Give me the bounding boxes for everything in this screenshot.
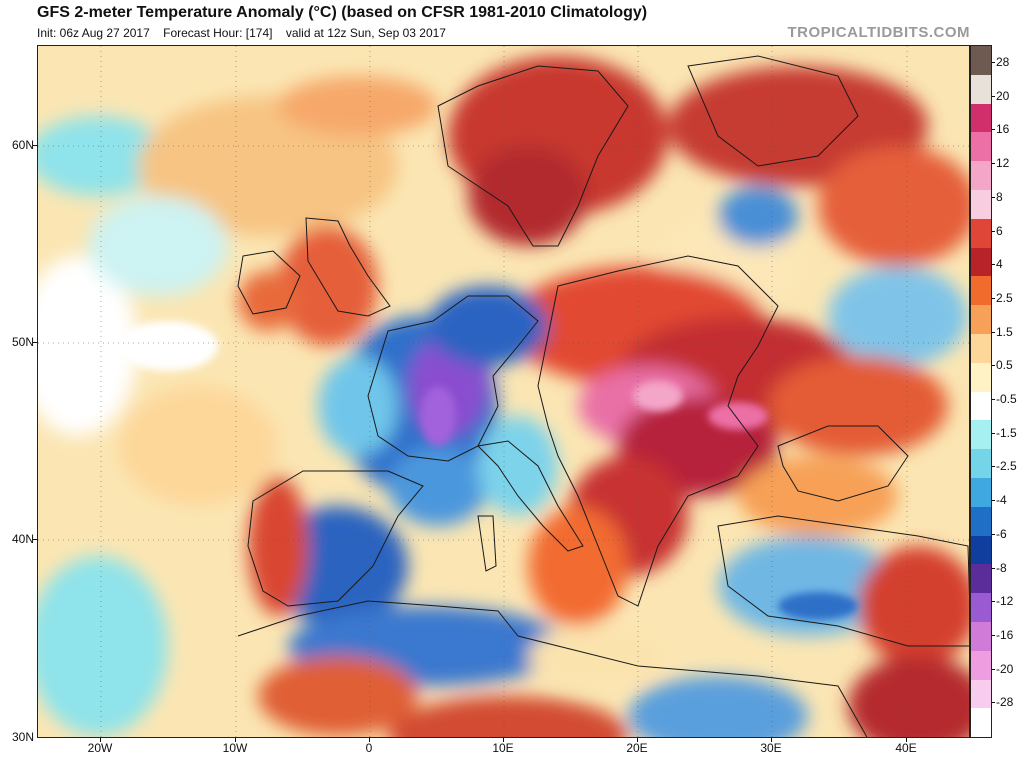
colorbar-tick [992, 399, 995, 400]
colorbar-segment [971, 420, 991, 450]
colorbar-tick [992, 601, 995, 603]
colorbar-tick [992, 196, 995, 198]
colorbar-tick [992, 432, 995, 434]
colorbar-tick [992, 702, 995, 704]
colorbar-segment [971, 247, 991, 277]
lon-tick [637, 738, 638, 742]
colorbar-segment [971, 593, 991, 622]
colorbar-label: -2.5 [996, 459, 1017, 474]
colorbar-segment [971, 362, 991, 392]
colorbar-label: -12 [996, 594, 1014, 609]
graticule [38, 46, 969, 737]
colorbar-label: -0.5 [996, 392, 1017, 406]
colorbar-tick [992, 331, 995, 333]
colorbar-label: 2.5 [996, 290, 1013, 305]
lat-tick [33, 342, 37, 343]
colorbar-segment [971, 161, 991, 190]
colorbar-label: -6 [996, 526, 1007, 541]
lon-tick [369, 738, 370, 742]
colorbar-label: -8 [996, 560, 1007, 575]
colorbar-label: -16 [996, 627, 1014, 642]
colorbar-tick [992, 365, 995, 367]
colorbar-label: 16 [996, 122, 1010, 137]
lon-tick [771, 738, 772, 742]
colorbar-segment [971, 391, 991, 421]
anomaly-detail [118, 321, 858, 620]
colorbar-segment [971, 132, 991, 162]
colorbar-segment [971, 679, 991, 709]
colorbar-label: 20 [996, 88, 1010, 103]
valid-time: valid at 12z Sun, Sep 03 2017 [285, 26, 446, 40]
colorbar-segment [971, 449, 991, 478]
colorbar-segment [971, 189, 991, 219]
lon-tick [235, 738, 236, 742]
colorbar-segment [971, 708, 991, 738]
colorbar-segment [971, 74, 991, 104]
colorbar-label: -28 [996, 695, 1014, 710]
lat-tick [33, 145, 37, 146]
colorbar-tick [992, 264, 995, 266]
lat-label-40n: 40N [11, 532, 34, 546]
colorbar-tick [992, 634, 995, 636]
lon-tick [100, 738, 101, 742]
lon-label-0: 0 [365, 741, 373, 755]
colorbar-segment [971, 103, 991, 133]
lon-label-10w: 10W [222, 741, 248, 755]
site-brand: TROPICALTIDBITS.COM [787, 24, 970, 41]
colorbar-segment [971, 305, 991, 334]
colorbar-segment [971, 218, 991, 248]
lat-label-60n: 60N [11, 138, 34, 152]
colorbar-segment [971, 333, 991, 363]
colorbar-segment [971, 564, 991, 594]
colorbar-label: 8 [996, 189, 1003, 204]
colorbar-label: 28 [996, 55, 1010, 69]
colorbar-label: 0.5 [996, 358, 1013, 373]
coastlines [237, 55, 969, 737]
colorbar-tick [992, 533, 995, 535]
map-title: GFS 2-meter Temperature Anomaly (°C) (ba… [37, 4, 648, 21]
colorbar-tick [992, 62, 995, 63]
lon-tick [503, 738, 504, 742]
lon-label-10e: 10E [492, 741, 514, 755]
colorbar-tick [992, 163, 995, 165]
map-subtitle: Init: 06z Aug 27 2017 Forecast Hour: [17… [37, 26, 456, 40]
colorbar-tick [992, 230, 995, 232]
colorbar-tick [992, 95, 995, 97]
lon-label-40e: 40E [895, 741, 917, 755]
colorbar-label: 6 [996, 223, 1003, 238]
colorbar-tick [992, 297, 995, 299]
lon-label-20w: 20W [87, 741, 113, 755]
lon-tick [906, 738, 907, 742]
anomaly-map [37, 45, 970, 738]
colorbar-tick [992, 567, 995, 569]
lat-tick [33, 539, 37, 540]
colorbar-segment [971, 535, 991, 565]
colorbar-tick [992, 668, 995, 670]
colorbar-tick [992, 500, 995, 502]
colorbar-label: -20 [996, 661, 1014, 676]
colorbar-label: 1.5 [996, 324, 1013, 339]
colorbar-segment [971, 46, 991, 75]
colorbar-label: -4 [996, 493, 1007, 508]
colorbar-label: 12 [996, 156, 1010, 171]
colorbar-segment [971, 650, 991, 680]
colorbar-segment [971, 621, 991, 651]
colorbar-segment [971, 276, 991, 306]
colorbar-segment [971, 506, 991, 536]
colorbar-tick [992, 466, 995, 468]
lon-label-20e: 20E [626, 741, 648, 755]
lon-label-30e: 30E [760, 741, 782, 755]
lat-label-30n: 30N [11, 730, 34, 744]
forecast-hour: Forecast Hour: [174] [163, 26, 273, 40]
colorbar [970, 45, 992, 738]
init-time: Init: 06z Aug 27 2017 [37, 26, 150, 40]
colorbar-segment [971, 477, 991, 507]
anomaly-map-canvas [38, 46, 969, 737]
lat-label-50n: 50N [11, 335, 34, 349]
colorbar-label: 4 [996, 257, 1003, 272]
colorbar-label: -1.5 [996, 425, 1017, 440]
colorbar-tick [992, 129, 995, 131]
